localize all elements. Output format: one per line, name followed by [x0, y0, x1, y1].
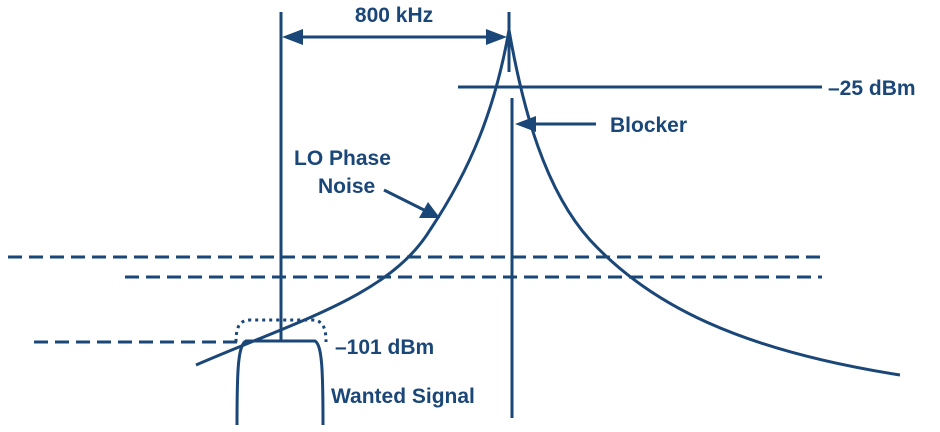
wanted-signal-shape	[235, 339, 325, 426]
wanted-signal-label: Wanted Signal	[331, 385, 475, 408]
lo-phase-noise-label-line2: Noise	[318, 175, 375, 198]
blocker-level-label: –25 dBm	[828, 77, 916, 100]
phase-noise-label-arrow-head	[419, 202, 440, 218]
blocker-label: Blocker	[610, 114, 687, 137]
blocker-label-arrow-head	[515, 116, 536, 132]
spacing-label: 800 kHz	[355, 4, 433, 27]
lo-phase-noise-label-line1: LO Phase	[294, 147, 391, 170]
spacing-arrow-left-head	[282, 29, 303, 45]
lo-phase-noise-curve	[195, 29, 901, 377]
phase-noise-label-arrow-shaft	[383, 188, 425, 212]
wanted-level-label: –101 dBm	[335, 336, 434, 359]
spacing-arrow-right-head	[486, 29, 507, 45]
